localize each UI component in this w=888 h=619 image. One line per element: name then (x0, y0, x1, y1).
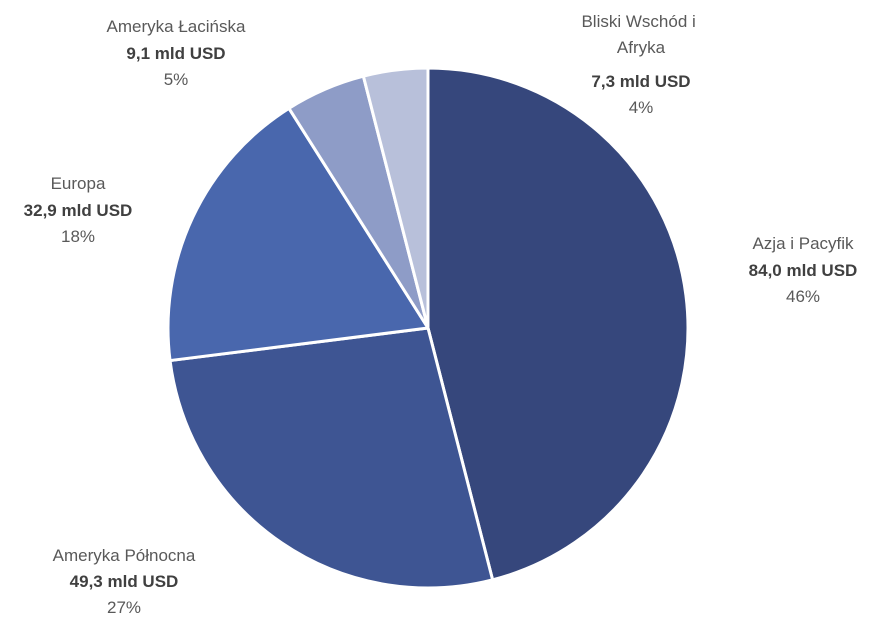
slice-name: Ameryka Północna (53, 546, 196, 565)
slice-name: Azja i Pacyfik (752, 234, 854, 253)
slice-percent: 27% (107, 598, 141, 617)
slice-name: Bliski Wschód i Afryka (581, 12, 700, 57)
slice-label-ameryka-polnocna: Ameryka Północna 49,3 mld USD 27% (53, 546, 196, 617)
slice-value: 32,9 mld USD (24, 201, 133, 220)
slice-percent: 4% (629, 98, 654, 117)
pie-slice-0 (426, 66, 690, 582)
slice-value: 84,0 mld USD (749, 261, 858, 280)
slice-name: Ameryka Łacińska (107, 17, 246, 36)
slice-label-europa: Europa 32,9 mld USD 18% (24, 174, 133, 246)
slice-name-line-2: Afryka (617, 38, 666, 57)
slice-value: 7,3 mld USD (591, 72, 690, 91)
pie-slice-4 (361, 66, 430, 330)
slice-label-bliski-wschod-i-afryka: Bliski Wschód i Afryka 7,3 mld USD 4% (581, 12, 700, 117)
slice-percent: 5% (164, 70, 189, 89)
slice-percent: 18% (61, 227, 95, 246)
slice-name: Europa (51, 174, 106, 193)
slice-value: 9,1 mld USD (126, 44, 225, 63)
pie-slice-1 (168, 326, 495, 590)
slice-name-line-1: Bliski Wschód i (581, 12, 695, 31)
slice-value: 49,3 mld USD (70, 572, 179, 591)
slice-label-azja-i-pacyfik: Azja i Pacyfik 84,0 mld USD 46% (749, 234, 858, 306)
slice-percent: 46% (786, 287, 820, 306)
slice-label-ameryka-lacinska: Ameryka Łacińska 9,1 mld USD 5% (107, 17, 246, 89)
pie-slices (166, 66, 690, 590)
pie-slice-2 (166, 106, 430, 363)
